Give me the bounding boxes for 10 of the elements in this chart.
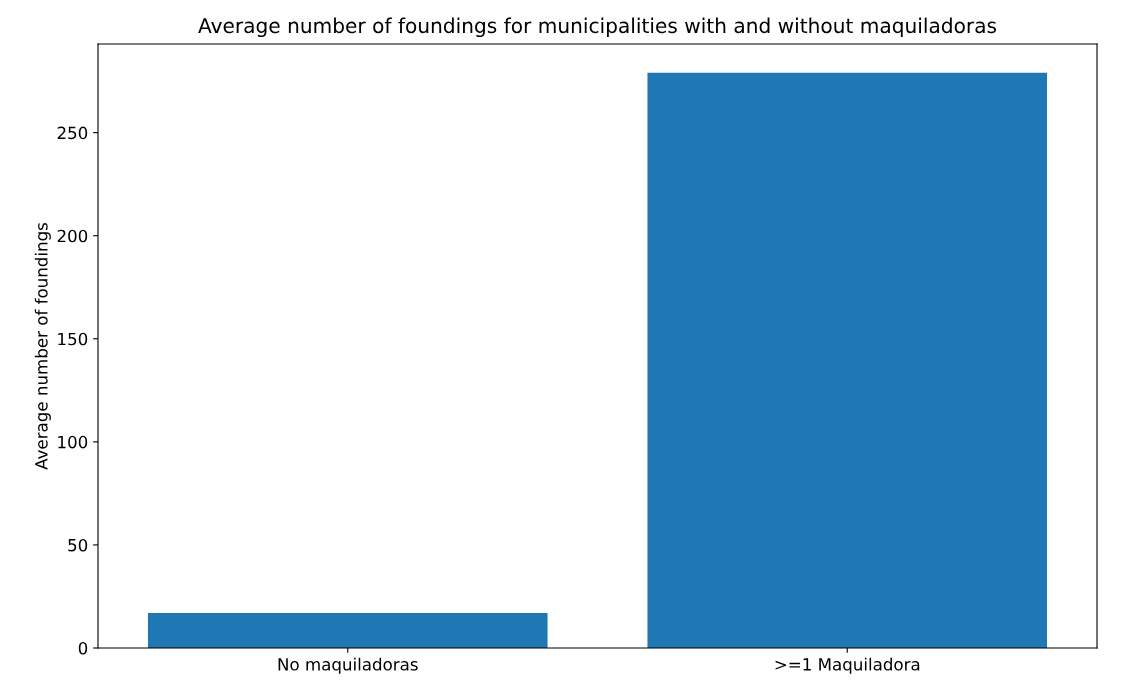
y-tick-label: 100 <box>58 435 88 449</box>
y-tick-label: 200 <box>57 229 88 243</box>
y-tick-label: 150 <box>58 332 88 346</box>
y-tick-label: 0 <box>78 641 88 655</box>
y-tick-label: 250 <box>57 126 88 140</box>
x-tick-label: No maquiladoras <box>278 657 418 674</box>
chart-title: Average number of foundings for municipalities with and without maquiladoras <box>198 17 997 38</box>
y-axis-title: Average number of foundings <box>34 222 51 470</box>
x-tick-label: >=1 Maquiladora <box>775 657 920 674</box>
y-tick-label: 50 <box>68 538 88 552</box>
